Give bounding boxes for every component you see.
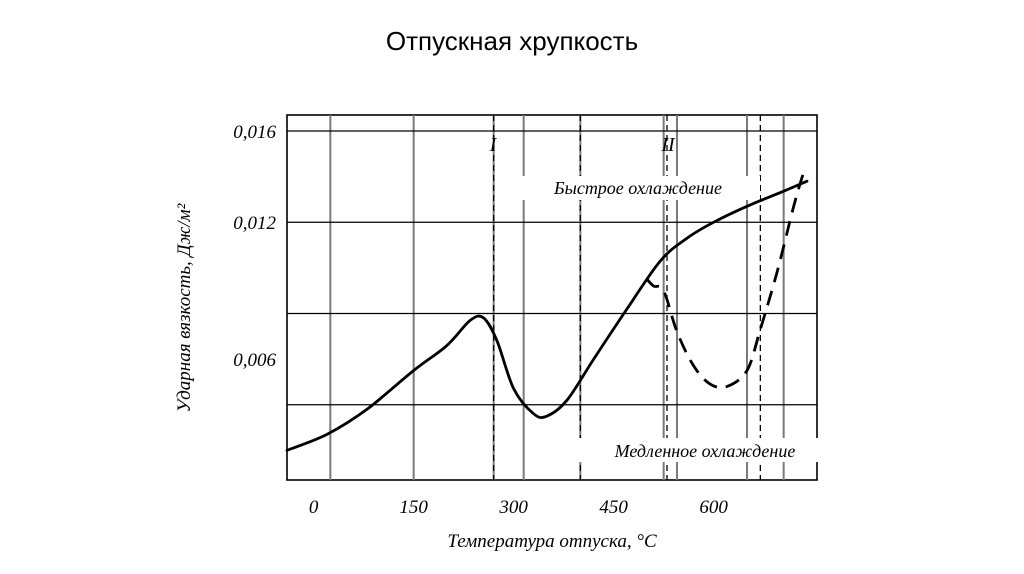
zone-label-2: II <box>660 134 676 156</box>
x-axis-label: Температура отпуска, °С <box>447 531 657 552</box>
plot-frame <box>286 114 818 481</box>
grid-horizontal <box>287 130 817 406</box>
y-tick-labels: 0,016 0,012 0,006 <box>233 122 276 371</box>
zone-boundaries <box>493 115 761 480</box>
slide-title: Отпускная хрупкость <box>385 26 639 56</box>
x-tick-label: 0 <box>309 497 319 518</box>
x-tick-labels: 0 150 300 450 600 <box>309 497 729 518</box>
legend-fast-cooling: Быстрое охлаждение <box>553 178 722 198</box>
x-tick-label: 450 <box>599 497 628 518</box>
legend-slow-cooling: Медленное охлаждение <box>614 441 796 461</box>
slow-label-bg <box>576 438 834 462</box>
series-fast-cooling <box>285 179 809 452</box>
x-tick-label: 600 <box>699 497 728 518</box>
fast-label-bg <box>516 176 760 200</box>
y-axis-label: Ударная вязкость, Дж/м² <box>174 203 195 412</box>
y-tick-label: 0,006 <box>233 350 276 371</box>
x-tick-label: 150 <box>399 497 428 518</box>
series-slow-cooling <box>645 171 806 390</box>
y-tick-label: 0,012 <box>233 213 276 234</box>
y-tick-label: 0,016 <box>233 122 276 143</box>
zone-label-1: I <box>489 134 498 156</box>
x-tick-label: 300 <box>498 497 528 518</box>
grid-vertical <box>329 115 785 480</box>
